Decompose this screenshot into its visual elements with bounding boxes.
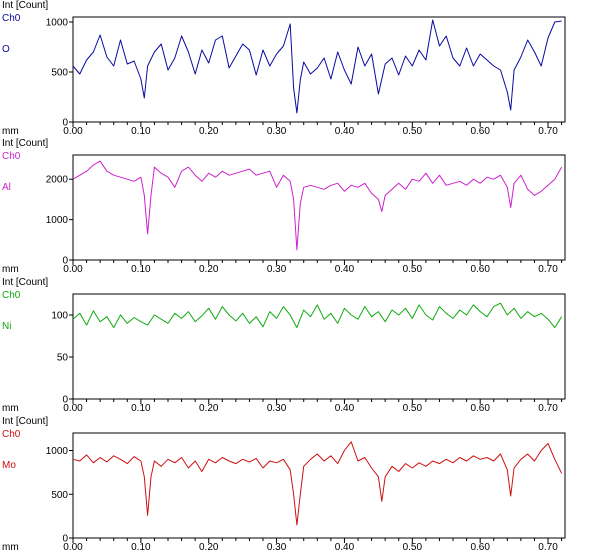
- x-tick-label: 0.60: [470, 126, 490, 137]
- y-tick-label: 2000: [46, 175, 69, 186]
- x-tick-label: 0.20: [199, 126, 219, 137]
- y-tick-label: 1000: [46, 18, 69, 29]
- x-tick-label: 0.10: [131, 264, 151, 275]
- x-tick-label: 0.50: [403, 264, 423, 275]
- x-tick-label: 0.30: [267, 264, 287, 275]
- x-tick-label: 0.20: [199, 264, 219, 275]
- x-tick-label: 0.20: [199, 542, 219, 553]
- channel-label: Ch0: [2, 13, 21, 24]
- x-axis-label: mm: [2, 403, 19, 414]
- x-tick-label: 0.60: [470, 542, 490, 553]
- x-tick-label: 0.70: [538, 264, 558, 275]
- x-tick-label: 0.30: [267, 403, 287, 414]
- x-tick-label: 0.60: [470, 403, 490, 414]
- x-tick-label: 0.70: [538, 126, 558, 137]
- element-label: O: [2, 44, 10, 55]
- x-tick-label: 0.50: [403, 126, 423, 137]
- y-axis-label: Int [Count]: [2, 416, 48, 427]
- y-tick-label: 0: [62, 118, 68, 129]
- series-line-mo: [72, 441, 563, 526]
- x-tick-label: 0.40: [335, 126, 355, 137]
- y-tick-label: 0: [62, 256, 68, 267]
- y-axis-label: Int [Count]: [2, 277, 48, 288]
- plot-frame: [72, 16, 566, 123]
- x-tick-label: 0.00: [63, 403, 83, 414]
- plot-frame: [72, 154, 566, 261]
- x-tick-label: 0.10: [131, 403, 151, 414]
- y-tick-label: 500: [51, 490, 68, 501]
- x-tick-label: 0.30: [267, 126, 287, 137]
- x-axis-label: mm: [2, 264, 19, 275]
- plot-frame: [72, 293, 566, 400]
- x-tick-label: 0.10: [131, 542, 151, 553]
- x-tick-label: 0.70: [538, 542, 558, 553]
- x-tick-label: 0.10: [131, 126, 151, 137]
- element-label: Ni: [2, 321, 11, 332]
- y-axis-label: Int [Count]: [2, 138, 48, 149]
- series-line-o: [72, 19, 562, 114]
- x-tick-label: 0.40: [335, 403, 355, 414]
- x-axis-label: mm: [2, 542, 19, 553]
- x-tick-label: 0.50: [403, 542, 423, 553]
- y-tick-label: 100: [51, 311, 68, 322]
- x-tick-label: 0.40: [335, 542, 355, 553]
- x-tick-label: 0.40: [335, 264, 355, 275]
- x-tick-label: 0.50: [403, 403, 423, 414]
- y-tick-label: 0: [62, 395, 68, 406]
- x-tick-label: 0.30: [267, 542, 287, 553]
- x-tick-label: 0.00: [63, 264, 83, 275]
- series-line-ni: [72, 302, 563, 329]
- x-axis-label: mm: [2, 126, 19, 137]
- chart-panel-al: Int [Count] Ch0 Al 0 1000 2000 0.00 0.10 0.20 0.3…: [2, 138, 566, 275]
- channel-label: Ch0: [2, 290, 21, 301]
- x-tick-label: 0.00: [63, 542, 83, 553]
- x-tick-label: 0.60: [470, 264, 490, 275]
- x-tick-label: 0.00: [63, 126, 83, 137]
- chart-panel-o: Int [Count] Ch0 O 0 500 1000 0.00 0.10 0.20 0.30 0…: [2, 0, 566, 137]
- series-line-al: [72, 160, 563, 251]
- x-tick-label: 0.20: [199, 403, 219, 414]
- element-label: Mo: [2, 460, 16, 471]
- y-tick-label: 50: [57, 353, 69, 364]
- chart-panel-ni: Int [Count] Ch0 Ni 0 50 100 0.00 0.10 0.20 0.30 0.…: [2, 277, 566, 414]
- y-tick-label: 1000: [46, 446, 69, 457]
- element-label: Al: [2, 182, 11, 193]
- channel-label: Ch0: [2, 151, 21, 162]
- y-tick-label: 1000: [46, 215, 69, 226]
- channel-label: Ch0: [2, 429, 21, 440]
- y-tick-label: 500: [51, 68, 68, 79]
- x-tick-label: 0.70: [538, 403, 558, 414]
- chart-panel-mo: Int [Count] Ch0 Mo 0 500 1000 0.00 0.10 0.20 0.30…: [2, 416, 566, 553]
- y-tick-label: 0: [62, 534, 68, 545]
- plot-frame: [72, 432, 566, 539]
- y-axis-label: Int [Count]: [2, 0, 48, 11]
